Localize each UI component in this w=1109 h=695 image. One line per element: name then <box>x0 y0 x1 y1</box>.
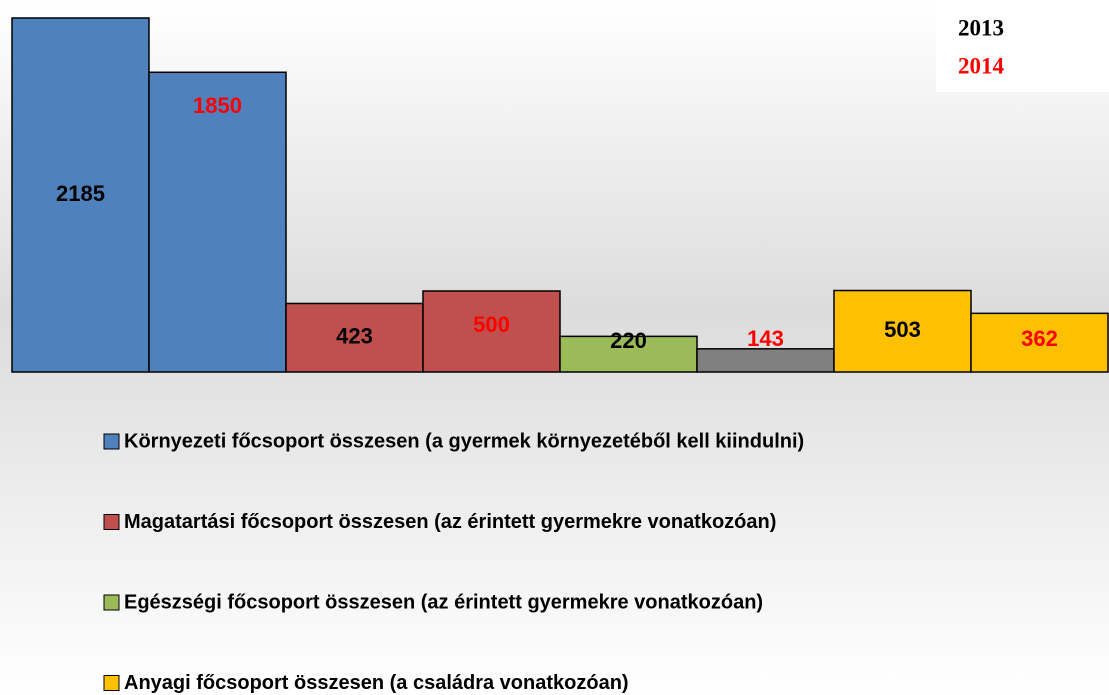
legend-swatch <box>103 433 120 450</box>
bar <box>833 289 972 373</box>
data-label: 2185 <box>56 181 105 206</box>
legend-swatch <box>103 514 120 530</box>
data-label: 362 <box>1021 326 1058 351</box>
bar <box>11 17 150 373</box>
data-label: 1850 <box>193 93 242 118</box>
legend-label: Egészségi főcsoport összesen (az érintet… <box>124 591 763 613</box>
legend-label: 2014 <box>958 53 1005 78</box>
legend-label: Magatartási főcsoport összesen (az érint… <box>124 511 776 533</box>
bar <box>559 335 698 373</box>
data-label: 503 <box>884 317 921 342</box>
year-legend-box <box>936 0 1109 92</box>
legend-swatch <box>103 594 120 611</box>
legend-label: Környezeti főcsoport összesen (a gyermek… <box>124 430 804 452</box>
bar <box>148 71 287 373</box>
bar <box>422 290 561 373</box>
data-label: 220 <box>610 328 647 353</box>
data-label: 143 <box>747 326 784 351</box>
data-label: 423 <box>336 324 373 349</box>
bar <box>970 312 1109 373</box>
bar <box>696 348 835 373</box>
legend-swatch <box>103 675 120 691</box>
data-label: 500 <box>473 312 510 337</box>
legend-label: 2013 <box>958 15 1004 40</box>
legend-label: Anyagi főcsoport összesen (a családra vo… <box>124 672 629 694</box>
